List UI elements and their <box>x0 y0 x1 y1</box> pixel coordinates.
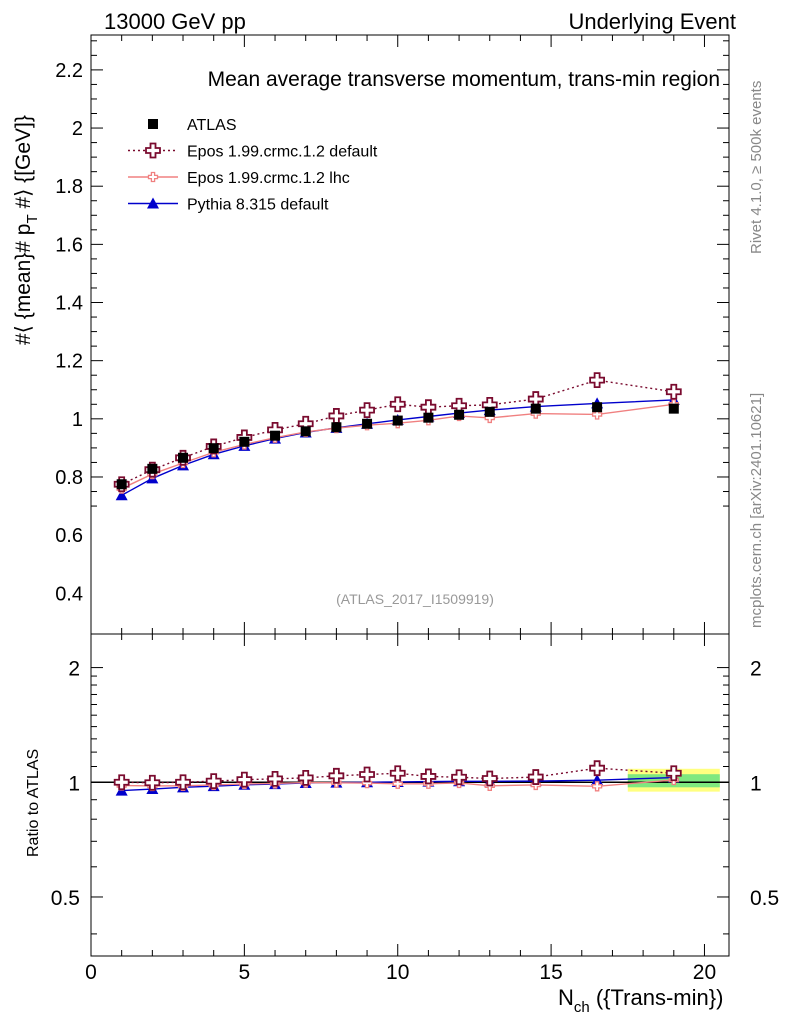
y-axis-title-upper: #⟨ {mean}# pT #⟩ {[GeV]} <box>12 115 41 345</box>
main-panel <box>113 372 682 501</box>
y-tick-label-upper: 0.8 <box>55 467 83 489</box>
main-point-atlas <box>116 479 127 490</box>
ratio-point-epos-1-99-crmc-1-2-lhc <box>392 778 403 789</box>
legend-label: Epos 1.99.crmc.1.2 default <box>187 144 378 161</box>
lower-frame <box>90 633 730 957</box>
main-point-atlas <box>239 436 250 447</box>
plot-frames: 0 5 10 15 20 0.4 0.6 0.8 1 1.2 1.4 1.6 1.8 2 2.2 0.5 0.5… <box>51 34 779 984</box>
ratio-line-epos-1-99-crmc-1-2-lhc <box>121 779 674 788</box>
y-tick-label-upper: 0.6 <box>55 525 83 547</box>
main-point-atlas <box>668 403 679 414</box>
y-tick-label-upper: 1.8 <box>55 176 83 198</box>
main-point-atlas <box>392 415 403 426</box>
x-tick-label: 15 <box>539 961 562 984</box>
y-tick-label-upper: 2.2 <box>55 60 83 82</box>
main-point-atlas <box>178 452 189 463</box>
main-point-epos-1-99-crmc-1-2-default <box>389 396 406 413</box>
legend-marker <box>145 142 161 159</box>
main-point-atlas <box>300 426 311 437</box>
y-tick-label-lower: 1 <box>68 772 80 795</box>
ratio-line-epos-1-99-crmc-1-2-default <box>121 767 674 784</box>
main-point-atlas <box>147 463 158 474</box>
y-tick-label-upper: 1.6 <box>55 234 83 256</box>
y-tick-label-upper: 1 <box>72 409 83 431</box>
header-left-label: 13000 GeV pp <box>104 9 246 34</box>
main-line-epos-1-99-crmc-1-2-lhc <box>121 403 674 490</box>
chart-title: Mean average transverse momentum, trans-… <box>208 68 720 91</box>
y-tick-label-upper: 0.4 <box>55 583 83 605</box>
ratio-point-epos-1-99-crmc-1-2-default <box>389 765 406 782</box>
ratio-point-pythia-8-315-default <box>591 774 604 786</box>
main-line-epos-1-99-crmc-1-2-default <box>121 379 674 485</box>
ratio-panel <box>91 760 729 796</box>
y-tick-label-lower: 2 <box>68 658 80 681</box>
main-point-epos-1-99-crmc-1-2-lhc <box>591 409 603 420</box>
svg-text:#⟨ {mean}# pT #⟩ {[GeV]}: #⟨ {mean}# pT #⟩ {[GeV]} <box>12 115 41 345</box>
main-point-atlas <box>484 406 495 417</box>
y-tick-label-lower-right: 2 <box>750 658 762 681</box>
main-point-epos-1-99-crmc-1-2-default <box>420 399 437 416</box>
ratio-point-epos-1-99-crmc-1-2-default <box>144 774 161 791</box>
main-point-atlas <box>454 409 465 420</box>
legend-marker <box>148 119 158 129</box>
ratio-point-epos-1-99-crmc-1-2-default <box>451 769 467 786</box>
y-tick-label-upper: 1.4 <box>55 293 83 315</box>
x-tick-label: 10 <box>386 961 409 984</box>
ratio-point-epos-1-99-crmc-1-2-default <box>297 769 314 786</box>
legend-label: Epos 1.99.crmc.1.2 lhc <box>187 170 350 187</box>
ratio-point-epos-1-99-crmc-1-2-default <box>175 774 191 791</box>
main-point-atlas <box>592 402 603 413</box>
main-point-epos-1-99-crmc-1-2-default <box>589 372 606 389</box>
ratio-point-epos-1-99-crmc-1-2-default <box>113 774 130 791</box>
legend-label: ATLAS <box>187 117 237 134</box>
y-tick-label-upper: 2 <box>72 118 83 140</box>
main-point-atlas <box>208 443 219 454</box>
ratio-point-epos-1-99-crmc-1-2-lhc <box>591 781 603 792</box>
legend: ATLAS Epos 1.99.crmc.1.2 default Epos 1.99… <box>128 117 378 214</box>
ratio-point-epos-1-99-crmc-1-2-default <box>267 770 283 787</box>
legend-label: Pythia 8.315 default <box>187 197 329 214</box>
x-axis-title: Nch ({Trans-min}) <box>558 985 723 1016</box>
ratio-point-epos-1-99-crmc-1-2-default <box>481 770 498 787</box>
ratio-point-epos-1-99-crmc-1-2-default <box>236 771 253 788</box>
y-tick-label-lower-right: 1 <box>750 772 762 795</box>
legend-marker <box>147 171 159 183</box>
main-point-atlas <box>270 430 281 441</box>
y-tick-label-lower: 0.5 <box>51 887 80 910</box>
ratio-point-epos-1-99-crmc-1-2-default <box>527 769 544 785</box>
main-point-atlas <box>530 403 541 414</box>
main-point-atlas <box>331 422 342 433</box>
ratio-point-epos-1-99-crmc-1-2-default <box>205 773 222 790</box>
y-tick-label-upper: 1.2 <box>55 351 83 373</box>
main-point-atlas <box>362 418 373 429</box>
main-point-atlas <box>423 412 434 423</box>
header-right-label: Underlying Event <box>568 9 736 34</box>
y-tick-label-lower-right: 0.5 <box>750 887 779 910</box>
x-tick-label: 0 <box>85 961 97 984</box>
rivet-side-label: Rivet 4.1.0, ≥ 500k events <box>748 81 765 254</box>
y-axis-title-lower: Ratio to ATLAS <box>25 749 42 857</box>
svg-text:Nch ({Trans-min}): Nch ({Trans-min}) <box>558 985 723 1016</box>
ratio-point-epos-1-99-crmc-1-2-default <box>359 766 375 783</box>
watermark-label: (ATLAS_2017_I1509919) <box>336 591 494 607</box>
x-tick-label: 20 <box>693 961 716 984</box>
ratio-point-epos-1-99-crmc-1-2-default <box>589 760 606 777</box>
main-point-epos-1-99-crmc-1-2-default <box>665 383 682 400</box>
legend-marker <box>147 197 159 209</box>
main-point-epos-1-99-crmc-1-2-default <box>359 402 375 419</box>
main-point-pythia-8-315-default <box>115 489 128 501</box>
ratio-point-epos-1-99-crmc-1-2-default <box>420 768 437 785</box>
ratio-point-epos-1-99-crmc-1-2-default <box>665 765 682 782</box>
main-point-epos-1-99-crmc-1-2-default <box>328 408 345 424</box>
ratio-point-epos-1-99-crmc-1-2-default <box>328 767 345 784</box>
x-tick-label: 5 <box>239 961 251 984</box>
mcplots-side-label: mcplots.cern.ch [arXiv:2401.10621] <box>748 393 765 628</box>
main-line-pythia-8-315-default <box>121 399 674 496</box>
